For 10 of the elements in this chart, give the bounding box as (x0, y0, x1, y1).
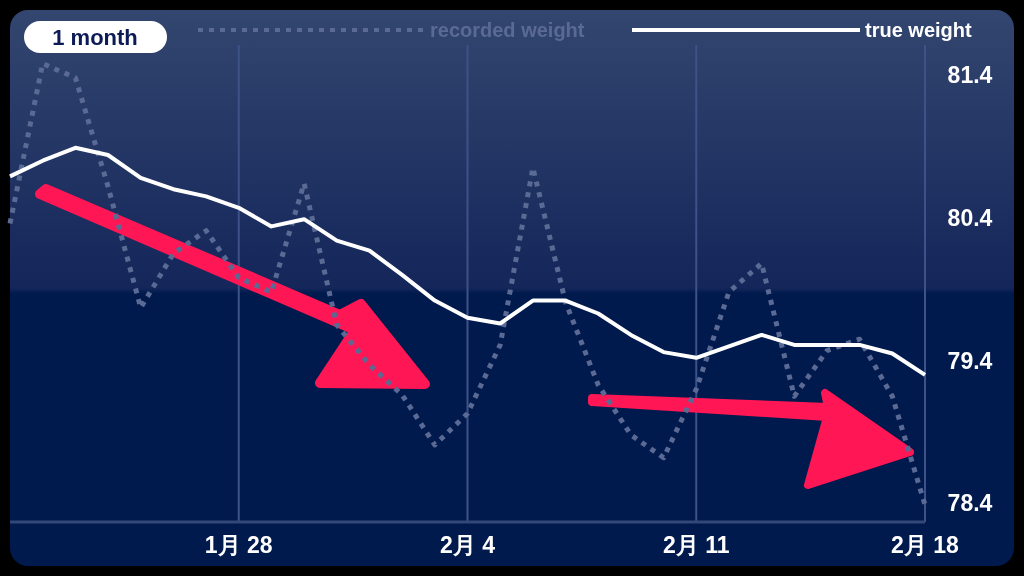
x-tick-label: 2月 18 (891, 532, 960, 558)
x-tick-label: 2月 11 (663, 532, 730, 558)
annotation: 1 month (52, 25, 138, 50)
y-tick-label: 78.4 (947, 490, 993, 517)
x-tick-label: 1月 28 (204, 532, 273, 558)
annotation: 1 month (24, 21, 167, 53)
y-tick-label: 79.4 (947, 347, 993, 374)
y-tick-label: 81.4 (947, 61, 993, 88)
x-tick-label: 2月 4 (440, 532, 496, 558)
y-tick-label: 80.4 (947, 204, 993, 231)
